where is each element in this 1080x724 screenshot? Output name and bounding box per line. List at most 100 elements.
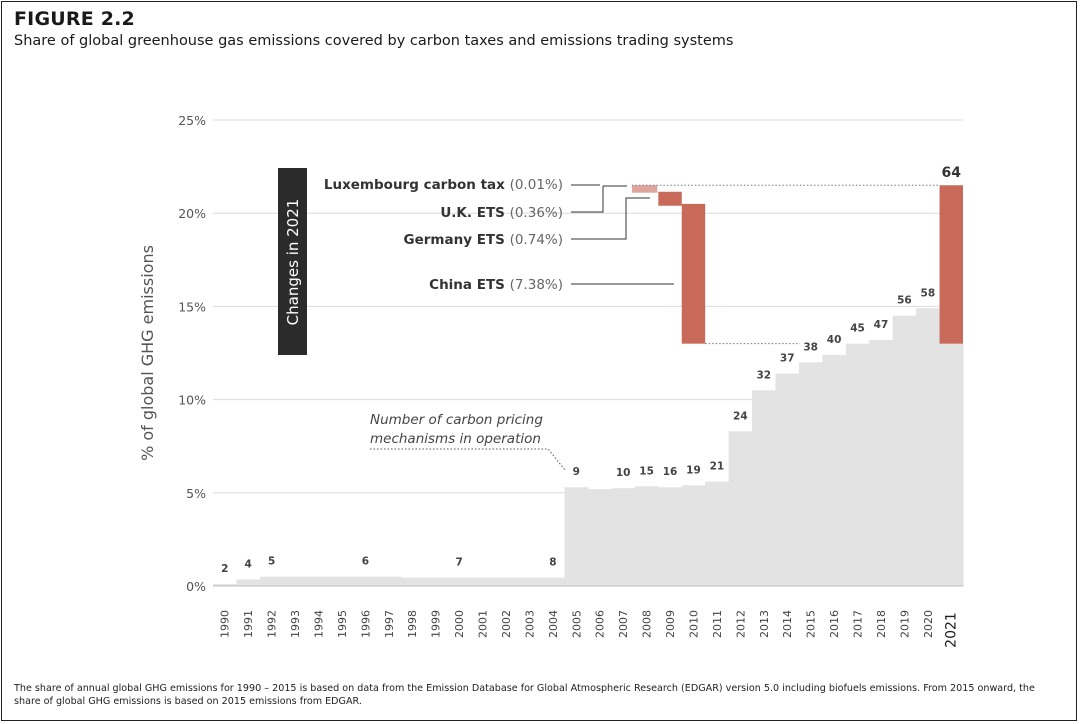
footnote: The share of annual global GHG emissions…	[14, 683, 1035, 707]
annotation-leader	[370, 448, 566, 471]
area-bar	[447, 577, 472, 586]
changes-callout: Changes in 2021	[278, 168, 307, 355]
area-bar	[845, 343, 870, 586]
waterfall-label: Germany ETS (0.74%)	[404, 232, 563, 248]
x-tick-label: 1994	[312, 610, 325, 638]
area-bar	[377, 576, 402, 586]
mechanism-count-label: 15	[639, 465, 654, 477]
area-bar	[423, 577, 448, 586]
waterfall-2021	[631, 184, 963, 345]
x-tick-label: 2014	[781, 610, 794, 638]
waterfall-label-name: U.K. ETS	[440, 205, 509, 221]
mechanism-count-label: 16	[663, 466, 678, 478]
x-tick-label: 2013	[758, 610, 771, 638]
x-tick-label: 2021	[943, 612, 959, 648]
mechanism-count-label: 4	[245, 558, 252, 570]
x-tick-label: 2006	[594, 610, 607, 638]
figure-subtitle: Share of global greenhouse gas emissions…	[14, 33, 734, 49]
total-2021-change-bar	[939, 185, 963, 344]
area-bar	[939, 343, 964, 586]
mechanism-count-label: 64	[942, 165, 962, 181]
waterfall-label: U.K. ETS (0.36%)	[440, 205, 563, 221]
x-tick-label: 1991	[242, 610, 255, 638]
mechanism-count-label: 9	[573, 466, 580, 478]
mechanism-count-label: 40	[827, 334, 842, 346]
x-tick-label: 2020	[922, 610, 935, 638]
area-bar	[822, 354, 847, 586]
mechanism-count-label: 10	[616, 467, 631, 479]
x-tick-label: 2007	[617, 610, 630, 638]
coverage-area	[213, 308, 964, 586]
x-tick-label: 2003	[523, 610, 536, 638]
mechanism-count-label: 5	[268, 556, 275, 568]
mechanism-count-label: 21	[710, 461, 725, 473]
mechanism-count-label: 38	[803, 341, 818, 353]
area-bar	[236, 579, 261, 586]
x-tick-label: 2017	[852, 610, 865, 638]
area-bar	[494, 577, 519, 586]
area-bar	[705, 481, 730, 586]
x-tick-label: 1992	[266, 610, 279, 638]
x-tick-label: 1999	[430, 610, 443, 638]
area-bar	[588, 489, 613, 586]
area-bar	[541, 577, 566, 586]
mechanism-count-label: 2	[221, 563, 228, 575]
x-tick-label: 1996	[359, 610, 372, 638]
y-tick-label: 20%	[178, 206, 206, 221]
annotation-line-2: mechanisms in operation	[370, 431, 541, 447]
area-bar	[259, 576, 284, 586]
area-bar	[213, 584, 238, 586]
waterfall-label-pct: (0.01%)	[510, 177, 563, 193]
y-tick-label: 25%	[178, 113, 206, 128]
x-tick-label: 2001	[477, 610, 490, 638]
waterfall-label: Luxembourg carbon tax (0.01%)	[324, 177, 563, 193]
area-bar	[916, 308, 941, 586]
x-tick-label: 1993	[289, 610, 302, 638]
annotation-line-1: Number of carbon pricing	[370, 412, 543, 428]
area-bar	[283, 576, 308, 586]
waterfall-label-name: Luxembourg carbon tax	[324, 177, 510, 193]
area-bar	[752, 390, 777, 586]
mechanism-count-label: 19	[686, 464, 701, 476]
mechanism-count-label: 56	[897, 295, 912, 307]
china-ets-bar	[681, 203, 706, 344]
y-tick-label: 10%	[178, 393, 206, 408]
waterfall-label-name: Germany ETS	[404, 232, 510, 248]
x-tick-label: 1995	[336, 610, 349, 638]
changes-callout-text: Changes in 2021	[284, 199, 302, 326]
mechanism-count-label: 37	[780, 353, 795, 365]
mechanism-count-label: 6	[362, 556, 369, 568]
area-bar	[658, 487, 683, 586]
changes-callout-box	[278, 168, 307, 355]
luxembourg-bar	[631, 185, 658, 193]
y-tick-label: 15%	[178, 299, 206, 314]
waterfall-label-pct: (0.36%)	[510, 205, 563, 221]
mechanism-count-label: 24	[733, 410, 748, 422]
x-tick-label: 2008	[641, 610, 654, 638]
mechanism-count-label: 7	[455, 557, 462, 569]
leader-line	[571, 184, 627, 187]
area-bar	[681, 485, 706, 586]
mechanism-count-label: 32	[756, 369, 771, 381]
x-tick-label: 1997	[383, 610, 396, 638]
waterfall-label: China ETS (7.38%)	[429, 277, 563, 293]
waterfall-label-pct: (7.38%)	[510, 277, 563, 293]
x-tick-label: 2002	[500, 610, 513, 638]
area-bar	[470, 577, 495, 586]
leader-line	[571, 197, 650, 240]
x-tick-label: 2000	[453, 610, 466, 638]
figure-label: FIGURE 2.2	[14, 8, 135, 30]
uk-ets-bar	[658, 191, 682, 206]
x-tick-label: 2015	[805, 610, 818, 638]
mechanism-count-label: 45	[850, 323, 865, 335]
x-tick-label: 2010	[687, 610, 700, 638]
axes: 0% 5% 10% 15% 20% 25% % of global GHG emission…	[138, 113, 963, 648]
area-bar	[728, 431, 753, 586]
x-tick-label: 2009	[664, 610, 677, 638]
waterfall-label-name: China ETS	[429, 277, 509, 293]
x-tick-label: 2004	[547, 610, 560, 638]
x-tick-label: 2012	[734, 610, 747, 638]
area-bar	[798, 362, 823, 586]
